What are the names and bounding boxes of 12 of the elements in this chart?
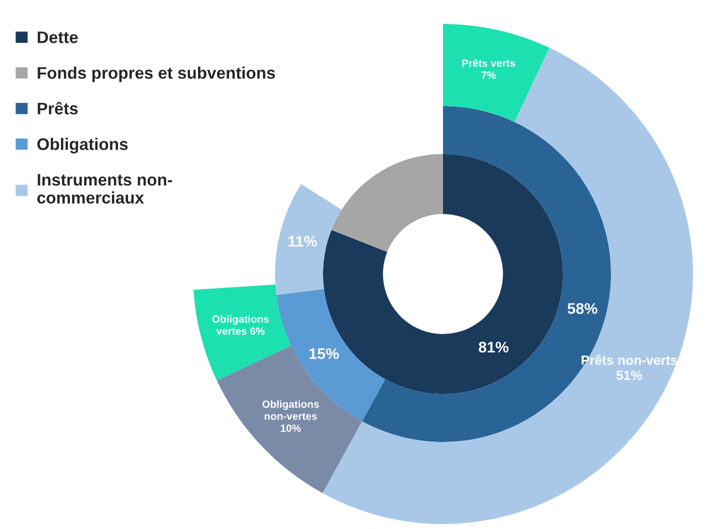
legend-label: Prêts — [38, 102, 78, 114]
data-label: 81% — [478, 342, 508, 353]
data-label: Obligations non-vertes 10% — [262, 400, 319, 432]
legend-label: Instruments non- commerciaux — [37, 174, 172, 204]
data-label: 58% — [568, 303, 598, 314]
legend-label: Fonds propres et subventions — [38, 66, 275, 82]
data-label: Prêts verts 7% — [462, 58, 516, 79]
data-label: Obligations vertes 6% — [212, 315, 269, 335]
legend-label: Dette — [38, 32, 78, 44]
legend-label: Obligations — [37, 138, 128, 154]
data-label: 11% — [288, 236, 317, 247]
data-label: 15% — [310, 348, 339, 360]
